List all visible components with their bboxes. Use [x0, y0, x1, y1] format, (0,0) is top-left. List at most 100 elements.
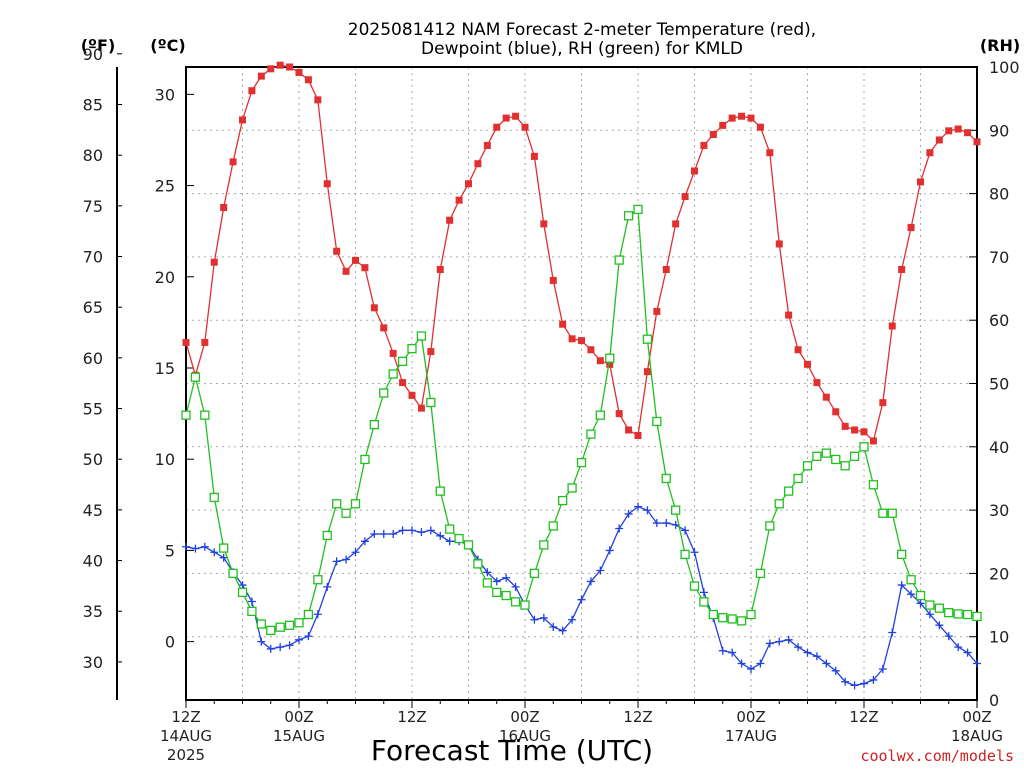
dewpoint-point: [624, 509, 633, 518]
temperature-point: [436, 265, 444, 273]
dewpoint-point: [558, 626, 567, 635]
temperature-point: [512, 112, 520, 120]
rh-point: [492, 587, 502, 598]
rh-tick-label: 90: [989, 121, 1009, 140]
dewpoint-point: [737, 659, 746, 668]
rh-point: [925, 600, 935, 610]
f-tick-label: 75: [83, 197, 103, 216]
rh-point: [576, 457, 587, 468]
dewpoint-point: [266, 644, 275, 653]
temperature-point: [794, 346, 802, 354]
temperature-point: [691, 167, 698, 175]
rh-point: [397, 356, 408, 366]
chart-title-line2: Dewpoint (blue), RH (green) for KMLD: [421, 39, 743, 59]
dewpoint-point: [850, 681, 859, 690]
rh-point: [623, 211, 634, 221]
temperature-point: [728, 114, 736, 122]
dewpoint-point: [191, 544, 200, 553]
temperature-point: [681, 193, 689, 201]
watermark: coolwx.com/models: [860, 747, 1014, 765]
rh-point: [614, 255, 624, 265]
dewpoint-point: [182, 542, 190, 551]
dewpoint-point: [765, 639, 774, 648]
rh-point: [520, 600, 530, 610]
f-tick-label: 90: [83, 45, 103, 64]
temperature-point: [662, 265, 670, 273]
c-tick-label: 5: [165, 541, 175, 560]
f-tick-label: 70: [83, 248, 103, 267]
x-tick-label-time: 00Z: [736, 708, 765, 726]
x-tick-label-date: 18AUG: [951, 727, 1003, 745]
temperature-point: [549, 276, 557, 284]
x-tick-label-time: 12Z: [849, 708, 878, 726]
c-tick-label: 20: [155, 268, 175, 287]
rh-point: [237, 587, 248, 598]
dewpoint-point: [257, 637, 266, 646]
dewpoint-point: [285, 641, 294, 650]
rh-point: [802, 461, 813, 471]
dewpoint-point: [568, 615, 577, 624]
temperature-point: [804, 360, 811, 368]
rh-point: [699, 597, 709, 607]
rh-point: [266, 625, 276, 636]
dewpoint-point: [652, 519, 661, 528]
rh-point: [953, 609, 963, 619]
dewpoint-point: [276, 643, 285, 652]
temperature-point: [851, 426, 859, 434]
rh-point: [454, 533, 464, 544]
rh-point: [501, 590, 511, 601]
dewpoint-point: [549, 623, 558, 632]
rh-point: [849, 451, 860, 461]
rh-point: [256, 619, 266, 629]
dewpoint-point: [313, 610, 322, 619]
temperature-point: [304, 76, 312, 84]
temperature-point: [738, 112, 746, 120]
dewpoint-point: [925, 610, 934, 619]
rh-point: [388, 369, 398, 379]
rh-point: [332, 499, 342, 509]
rh-point: [642, 334, 653, 344]
rh-point: [322, 530, 332, 541]
temperature-point: [210, 258, 218, 266]
dewpoint-point: [210, 548, 219, 557]
rh-tick-label: 0: [989, 691, 999, 710]
temperature-point: [775, 240, 783, 248]
dewpoint-point: [699, 588, 708, 597]
x-axis-title: Forecast Time (UTC): [371, 734, 653, 767]
temperature-point: [530, 152, 538, 160]
temperature-point: [502, 114, 510, 122]
unit-fahrenheit-label: (ºF): [81, 36, 116, 55]
temperature-point: [370, 304, 378, 312]
rh-point: [671, 505, 681, 515]
temperature-point: [832, 408, 840, 416]
c-tick-label: 15: [155, 359, 175, 378]
dewpoint-point: [492, 577, 501, 586]
rh-point: [595, 410, 605, 420]
dewpoint-point: [332, 557, 341, 566]
dewpoint-point: [426, 526, 435, 535]
dewpoint-point: [803, 648, 812, 657]
rh-point: [727, 614, 737, 624]
rh-point: [944, 607, 954, 618]
temperature-point: [295, 68, 303, 76]
temperature-point: [747, 114, 755, 122]
dewpoint-point: [690, 548, 699, 557]
temperature-point: [361, 264, 369, 272]
chart-title-line1: 2025081412 NAM Forecast 2-meter Temperat…: [348, 20, 816, 40]
temperature-point: [596, 357, 604, 365]
rh-point: [736, 616, 747, 626]
rh-tick-label: 50: [989, 375, 1009, 394]
rh-point: [510, 597, 521, 607]
temperature-point: [399, 379, 407, 387]
rh-point: [435, 486, 445, 496]
temperature-point: [568, 335, 576, 343]
temperature-point: [841, 422, 849, 430]
rh-point: [765, 521, 775, 531]
temperature-point: [766, 149, 774, 157]
rh-point: [313, 575, 323, 585]
f-tick-label: 85: [83, 95, 103, 114]
dewpoint-point: [436, 531, 445, 540]
temperature-point: [455, 196, 463, 204]
rh-point: [426, 397, 436, 408]
rh-point: [962, 609, 973, 620]
